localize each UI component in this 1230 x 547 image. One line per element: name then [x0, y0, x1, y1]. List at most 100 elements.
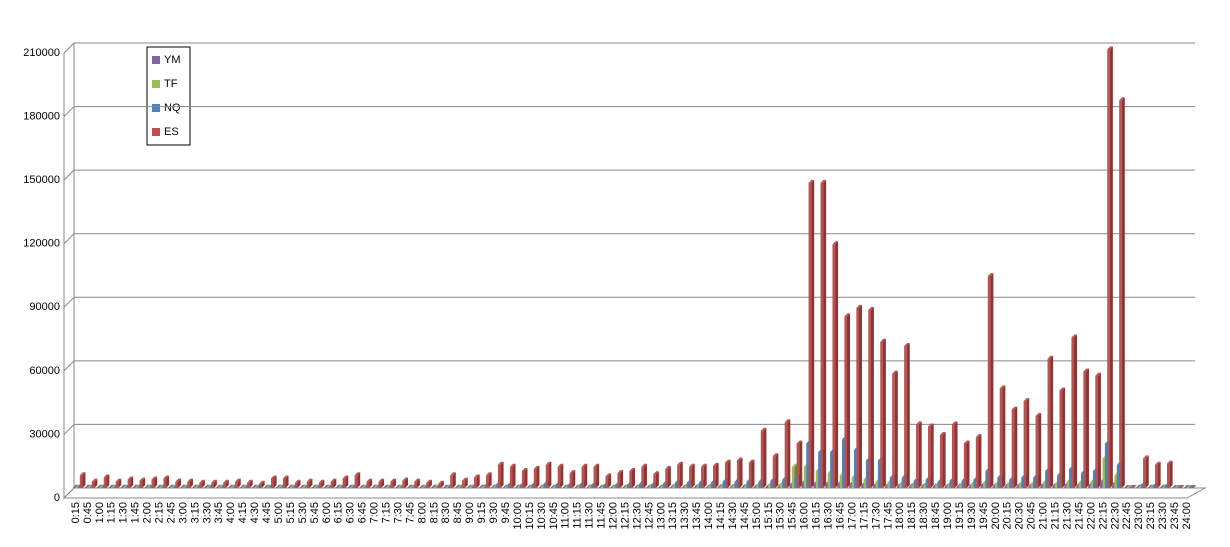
- bar-top: [1035, 412, 1042, 416]
- bar: [1011, 409, 1015, 488]
- bar: [462, 480, 465, 488]
- bar-top: [1155, 461, 1161, 465]
- bar: [211, 482, 214, 488]
- bar: [784, 422, 788, 488]
- bar: [414, 481, 417, 488]
- bar: [495, 484, 499, 488]
- bar-top: [204, 484, 210, 488]
- grid-line: [63, 296, 1195, 308]
- bar: [1166, 463, 1170, 488]
- bar-top: [689, 463, 695, 467]
- bar-top: [617, 470, 624, 474]
- bar-top: [115, 478, 122, 482]
- bar: [603, 485, 606, 488]
- bar: [1138, 486, 1141, 488]
- bar: [481, 487, 484, 488]
- bar-top: [311, 484, 318, 488]
- x-tick-label: 22:45: [1121, 502, 1133, 530]
- grid-line: [63, 106, 1195, 117]
- bar: [734, 481, 738, 488]
- bar: [636, 486, 640, 488]
- bar: [390, 481, 394, 488]
- bar: [684, 486, 687, 488]
- x-tick-label: 2:15: [154, 502, 166, 523]
- x-tick-label: 18:45: [930, 502, 942, 530]
- bar-top: [820, 179, 827, 183]
- bar-side: [1109, 46, 1113, 488]
- y-tick-label: 180000: [23, 110, 60, 122]
- bar-side: [333, 478, 337, 488]
- bar-top: [414, 478, 420, 482]
- bar-top: [187, 478, 193, 482]
- bar: [853, 449, 857, 488]
- bar: [423, 487, 427, 488]
- bar-top: [108, 484, 115, 488]
- bar-top: [736, 457, 743, 461]
- bar: [901, 477, 905, 488]
- bar: [911, 484, 914, 488]
- bar: [223, 482, 226, 488]
- bar-top: [963, 440, 970, 444]
- bar: [493, 486, 496, 488]
- bar: [980, 485, 984, 488]
- bar: [533, 468, 537, 488]
- x-tick-label: 1:45: [130, 502, 142, 523]
- x-tick-label: 20:00: [990, 502, 1002, 530]
- bar: [803, 466, 807, 488]
- bar: [682, 487, 685, 488]
- bar: [1102, 458, 1106, 488]
- x-tick-label: 10:15: [524, 502, 536, 530]
- bar-top: [760, 427, 767, 431]
- bar-top: [282, 475, 289, 479]
- bar: [782, 479, 785, 488]
- bar: [1112, 484, 1115, 488]
- bar-top: [239, 484, 246, 488]
- bar: [342, 478, 346, 488]
- bar-top: [395, 484, 401, 488]
- x-tick-label: 20:15: [1002, 502, 1014, 530]
- x-tick-label: 5:30: [297, 502, 309, 523]
- x-tick-label: 1:15: [106, 502, 118, 523]
- bar: [1088, 485, 1091, 488]
- bar-side: [906, 343, 910, 488]
- bar-top: [259, 480, 265, 484]
- bar: [963, 443, 967, 488]
- bar-side: [548, 461, 552, 488]
- x-tick-label: 21:15: [1050, 502, 1062, 530]
- bar: [971, 483, 974, 488]
- legend-swatch: [152, 56, 160, 64]
- bar-top: [306, 478, 313, 482]
- bar: [388, 487, 391, 488]
- bar-top: [999, 385, 1006, 389]
- x-tick-label: 17:45: [882, 502, 894, 530]
- bar: [913, 480, 917, 488]
- bar-top: [151, 476, 158, 480]
- x-tick-label: 11:15: [572, 502, 584, 529]
- bar: [959, 484, 962, 488]
- bar-top: [426, 479, 432, 483]
- x-tick-label: 4:15: [237, 502, 249, 523]
- bar-top: [407, 484, 413, 488]
- bar-side: [1121, 97, 1125, 488]
- x-tick-label: 11:45: [596, 502, 608, 529]
- bar: [459, 487, 463, 488]
- bar-top: [880, 338, 886, 342]
- bar: [196, 487, 200, 488]
- bar-side: [584, 463, 588, 488]
- bar-top: [904, 343, 910, 347]
- bar-top: [373, 484, 380, 488]
- bar: [693, 487, 697, 488]
- bar-side: [870, 307, 874, 488]
- bar-top: [347, 484, 354, 488]
- bar-top: [235, 478, 241, 482]
- bar-top: [127, 476, 134, 480]
- bar: [505, 486, 508, 488]
- bar-side: [954, 421, 958, 488]
- bar-top: [378, 478, 385, 482]
- bar: [904, 346, 907, 488]
- bar-top: [796, 440, 803, 444]
- bar-side: [1145, 455, 1149, 488]
- x-tick-label: 4:45: [261, 502, 273, 523]
- bar-side: [369, 478, 373, 488]
